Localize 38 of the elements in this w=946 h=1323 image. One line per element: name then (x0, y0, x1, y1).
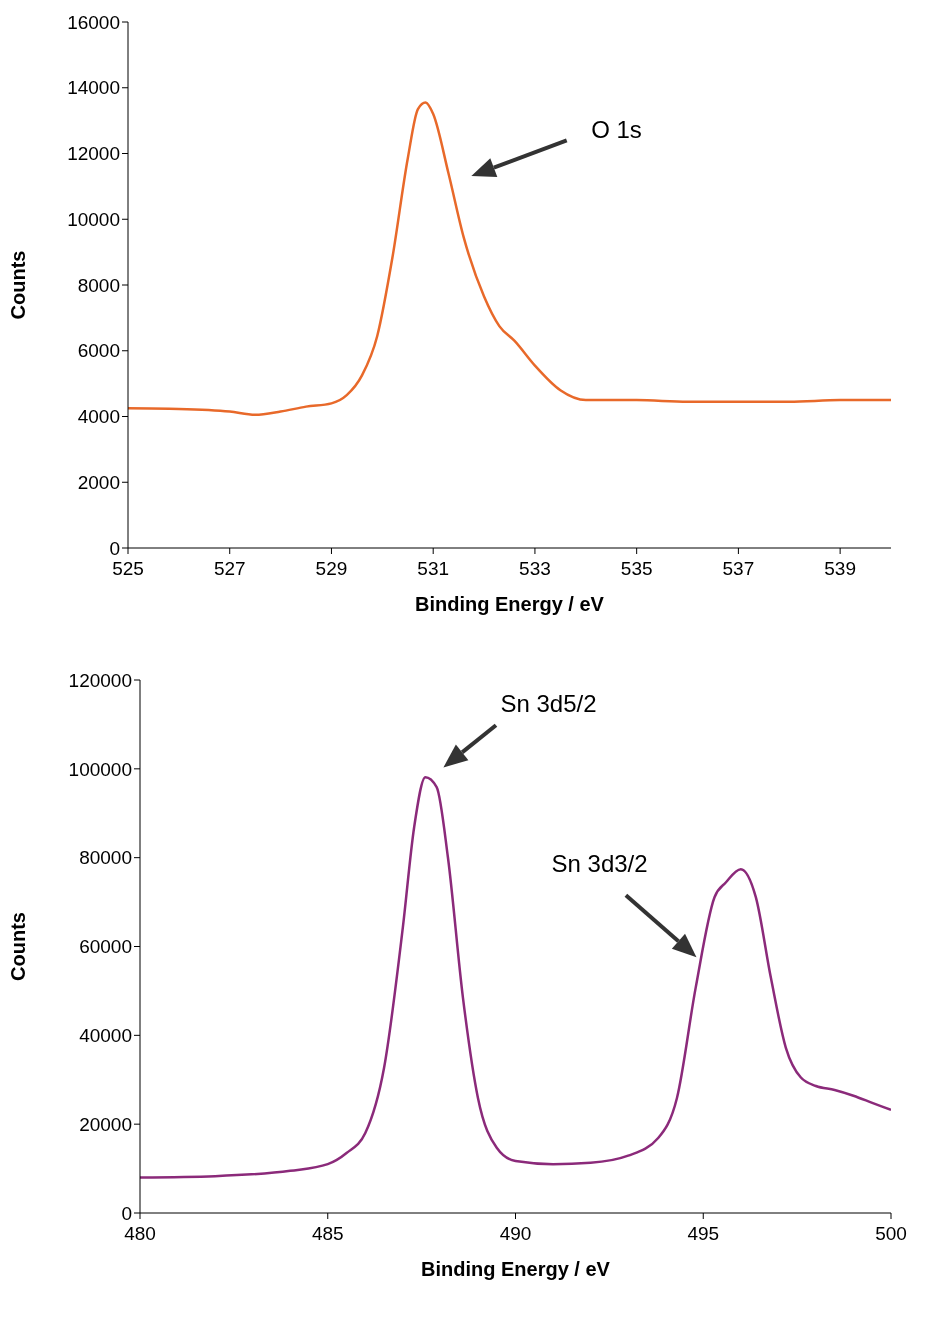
x-tick-label: 529 (315, 558, 348, 580)
x-axis-title: Binding Energy / eV (415, 593, 605, 615)
annotation: Sn 3d3/2 (551, 850, 648, 878)
x-tick-label: 485 (311, 1223, 344, 1245)
y-tick-label: 2000 (77, 471, 120, 493)
y-tick-label: 120000 (68, 669, 132, 691)
y-tick-label: 60000 (79, 936, 132, 958)
line-series (128, 101, 891, 417)
y-tick-label: 80000 (79, 847, 132, 869)
y-tick-label: 4000 (77, 406, 120, 428)
x-tick-label: 535 (620, 558, 653, 580)
y-tick-label: 40000 (79, 1025, 132, 1047)
y-tick-label: 10000 (67, 208, 120, 230)
y-tick-label: 12000 (67, 143, 120, 165)
x-tick-label: 531 (417, 558, 450, 580)
y-tick-label: 6000 (77, 340, 120, 362)
x-axis-title: Binding Energy / eV (421, 1258, 611, 1280)
y-tick-label: 20000 (79, 1113, 132, 1135)
y-tick-label: 8000 (77, 274, 120, 296)
y-tick-label: 100000 (68, 758, 132, 780)
annotation: O 1s (591, 116, 642, 144)
y-axis-title: Counts (7, 250, 30, 320)
x-tick-label: 533 (519, 558, 551, 580)
x-tick-label: 527 (213, 558, 246, 580)
x-tick-label: 525 (112, 558, 144, 580)
x-tick-label: 500 (875, 1223, 907, 1245)
x-tick-label: 539 (824, 558, 856, 580)
x-tick-label: 490 (499, 1223, 532, 1245)
y-tick-label: 0 (121, 1202, 132, 1224)
y-axis-title: Counts (7, 912, 30, 981)
y-tick-label: 16000 (67, 11, 120, 33)
y-tick-label: 0 (109, 537, 120, 559)
annotation: Sn 3d5/2 (500, 689, 597, 717)
x-tick-label: 537 (722, 558, 755, 580)
line-series (140, 776, 891, 1179)
y-tick-label: 14000 (67, 77, 120, 99)
x-tick-label: 495 (687, 1223, 720, 1245)
x-tick-label: 480 (124, 1223, 156, 1245)
